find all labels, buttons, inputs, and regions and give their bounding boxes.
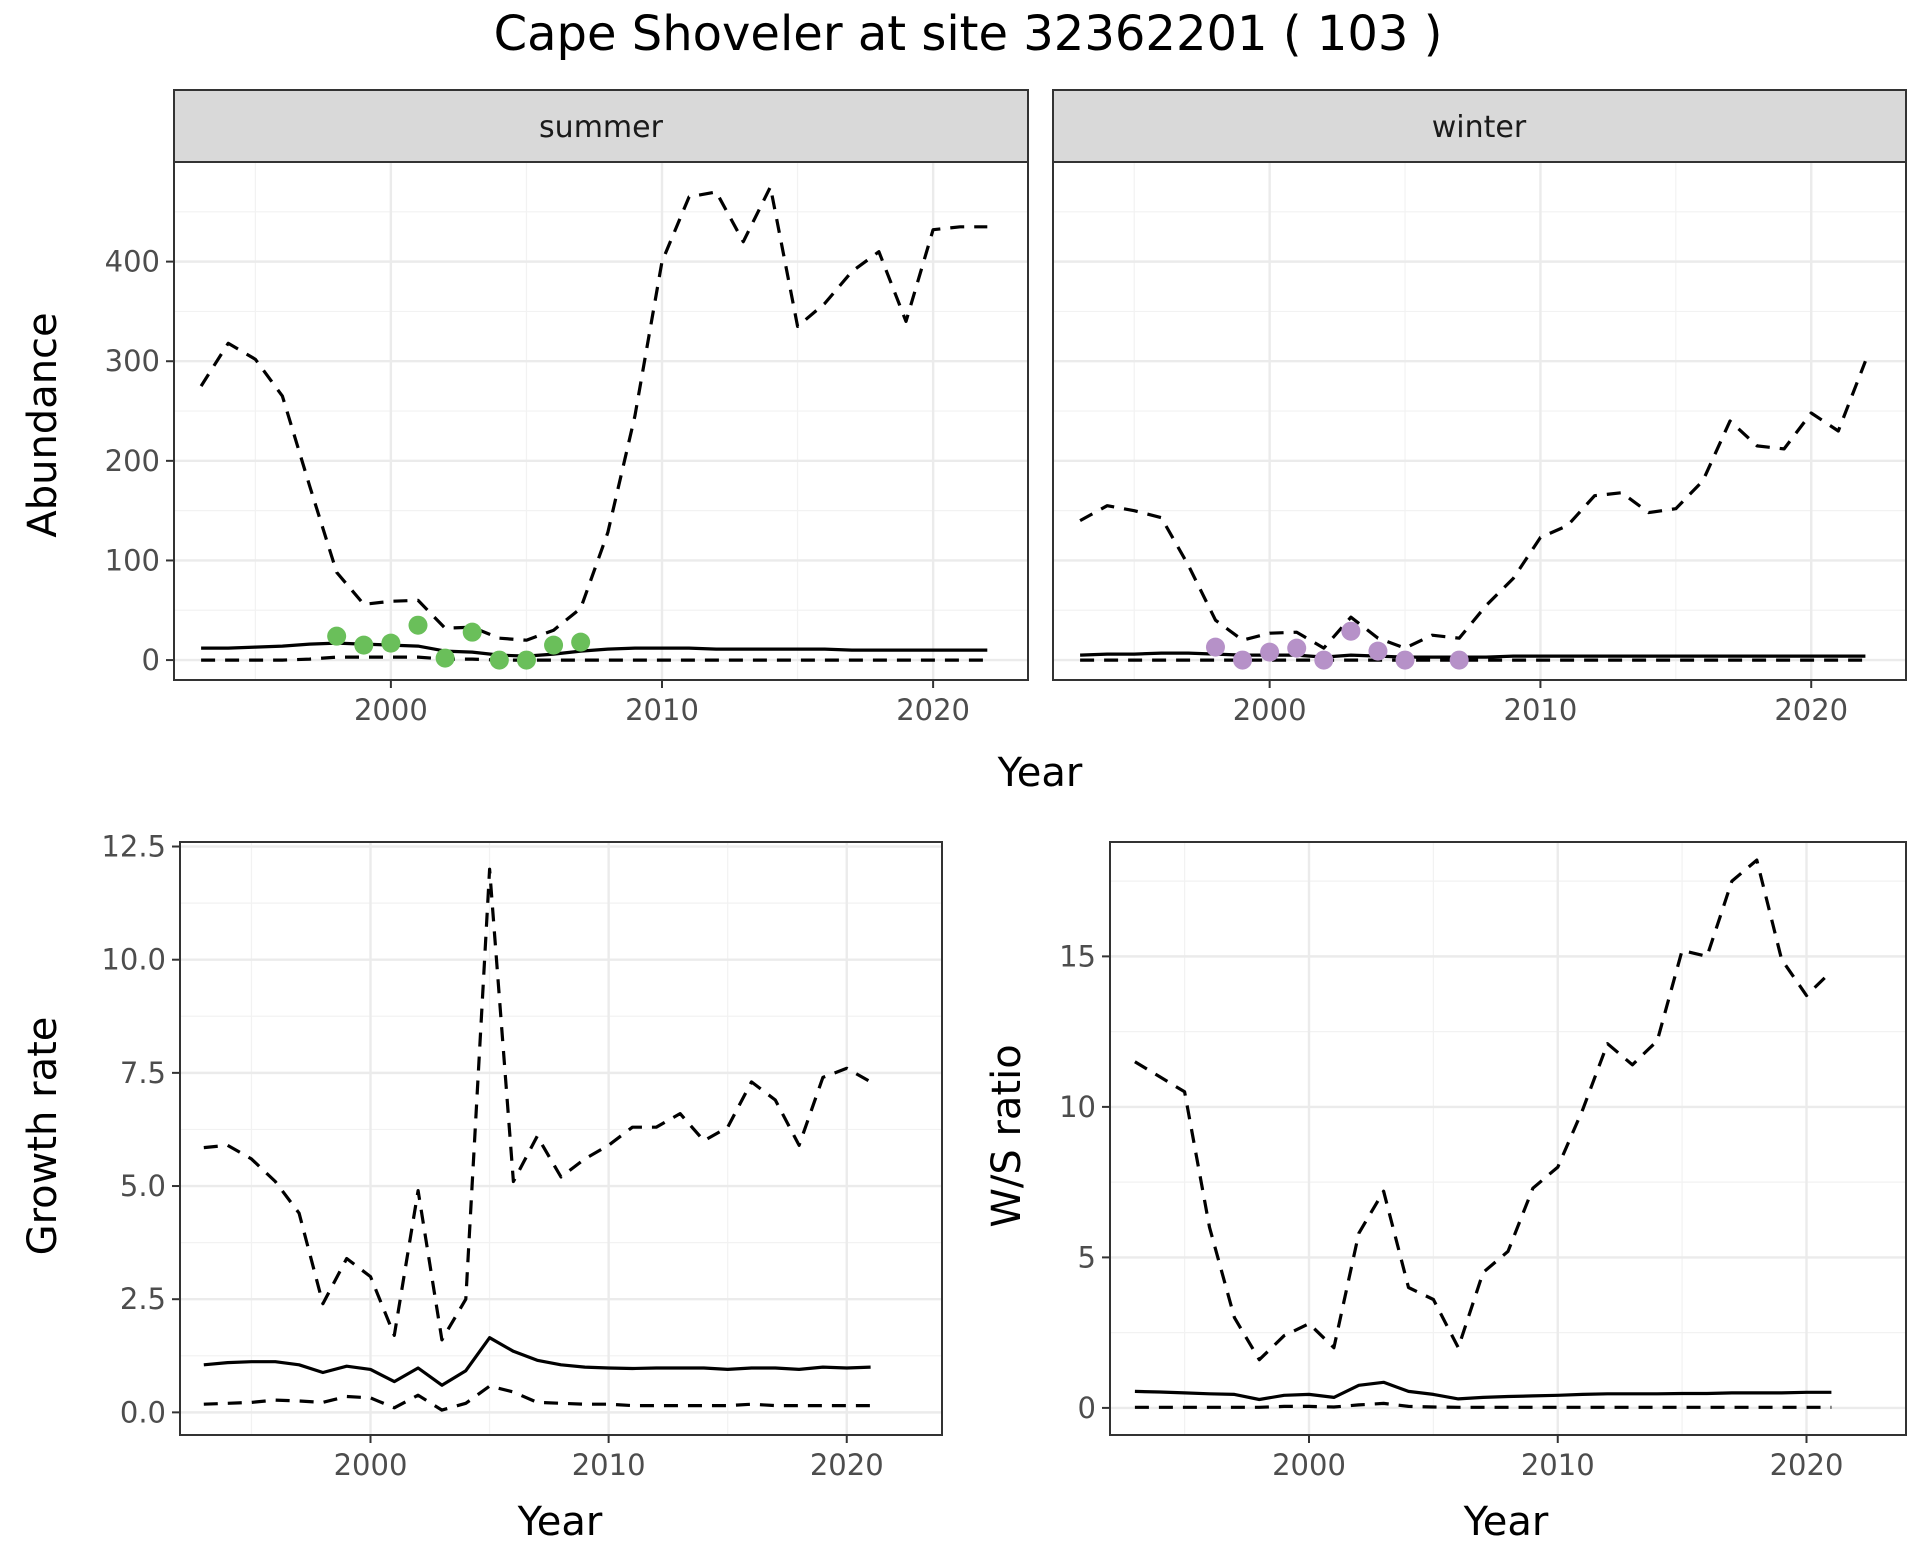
ratio-lower-line <box>1134 1401 1832 1409</box>
winter-observed-point <box>1233 650 1253 670</box>
growth-y-tick-label: 12.5 <box>101 830 166 864</box>
winter-x-tick-label: 2020 <box>1774 693 1848 727</box>
summer-observed-point <box>516 650 536 670</box>
growth-lower-line <box>203 1384 871 1412</box>
growth-y-axis-title: Growth rate <box>20 1017 66 1256</box>
summer-observed-point <box>354 635 374 655</box>
winter-observed-point <box>1395 650 1415 670</box>
summer-mean-line <box>201 641 988 658</box>
summer-x-tick-label: 2000 <box>354 693 428 727</box>
ratio-x-tick-label: 2000 <box>1272 1448 1346 1482</box>
growth-rate-panel: 2000 2010 2020 0.0 2.5 5.0 7.5 10.0 12.5 <box>101 830 943 1482</box>
summer-observed-point <box>381 633 401 653</box>
summer-observed-point <box>327 626 347 646</box>
growth-y-tick-label: 7.5 <box>120 1056 166 1090</box>
growth-y-tick-label: 5.0 <box>120 1169 166 1203</box>
winter-strip <box>1052 89 1907 163</box>
winter-observed-point <box>1314 650 1334 670</box>
summer-observed-point <box>408 615 428 635</box>
growth-panel-border <box>179 841 943 1436</box>
top-x-axis-title: Year <box>997 750 1083 796</box>
winter-mean-line <box>1080 651 1866 659</box>
ratio-y-tick-label: 0 <box>1078 1391 1096 1425</box>
ratio-panel-border <box>1109 841 1907 1436</box>
summer-upper-line <box>199 185 988 642</box>
ratio-mean-line <box>1134 1380 1832 1402</box>
ratio-x-axis-title: Year <box>1463 1499 1549 1545</box>
winter-observed-point <box>1205 637 1225 657</box>
summer-panel-border <box>173 161 1029 681</box>
growth-x-tick-label: 2020 <box>810 1448 884 1482</box>
ratio-y-tick-label: 5 <box>1078 1240 1096 1274</box>
summer-y-tick-label: 200 <box>105 444 160 478</box>
growth-x-tick-label: 2000 <box>334 1448 408 1482</box>
top-y-axis-title: Abundance <box>20 312 66 537</box>
winter-panel-border <box>1052 161 1907 681</box>
winter-observed-point <box>1368 641 1388 661</box>
ratio-y-axis-title: W/S ratio <box>984 1044 1030 1227</box>
growth-upper-line <box>203 867 872 1342</box>
ratio-upper-line <box>1134 858 1833 1362</box>
summer-x-tick-label: 2020 <box>896 693 970 727</box>
summer-strip <box>173 89 1029 163</box>
growth-x-tick-label: 2010 <box>572 1448 646 1482</box>
summer-observed-point <box>544 635 564 655</box>
ws-ratio-panel: 2000 2010 2020 0 5 10 15 <box>1059 841 1907 1482</box>
growth-mean-line <box>203 1336 871 1387</box>
ratio-y-tick-label: 10 <box>1059 1090 1096 1124</box>
winter-x-tick-label: 2010 <box>1504 693 1578 727</box>
ratio-x-tick-label: 2020 <box>1770 1448 1844 1482</box>
summer-strip-label: summer <box>539 110 664 145</box>
summer-y-tick-label: 100 <box>105 543 160 577</box>
summer-observed-point <box>435 648 455 668</box>
winter-upper-line <box>1079 360 1867 650</box>
summer-observed-point <box>462 622 482 642</box>
winter-observed-point <box>1287 638 1307 658</box>
growth-y-tick-label: 0.0 <box>120 1395 166 1429</box>
chart-title: Cape Shoveler at site 32362201 ( 103 ) <box>494 6 1443 62</box>
ratio-y-tick-label: 15 <box>1059 939 1096 973</box>
summer-y-tick-label: 0 <box>142 643 160 677</box>
growth-y-tick-label: 10.0 <box>101 943 166 977</box>
summer-x-tick-label: 2010 <box>625 693 699 727</box>
growth-x-axis-title: Year <box>517 1499 603 1545</box>
winter-panel: 2000 2010 2020 <box>1052 161 1907 727</box>
growth-y-tick-label: 2.5 <box>120 1282 166 1316</box>
winter-x-tick-label: 2000 <box>1233 693 1307 727</box>
summer-observed-point <box>571 632 591 652</box>
summer-y-tick-label: 400 <box>105 245 160 279</box>
summer-y-tick-label: 300 <box>105 344 160 378</box>
winter-observed-point <box>1260 642 1280 662</box>
ratio-x-tick-label: 2010 <box>1521 1448 1595 1482</box>
summer-lower-line <box>201 655 988 662</box>
winter-strip-label: winter <box>1432 110 1527 145</box>
summer-panel: 2000 2010 2020 0 100 200 300 400 <box>105 161 1029 727</box>
summer-observed-point <box>489 650 509 670</box>
winter-observed-point <box>1449 650 1469 670</box>
winter-observed-point <box>1341 621 1361 641</box>
